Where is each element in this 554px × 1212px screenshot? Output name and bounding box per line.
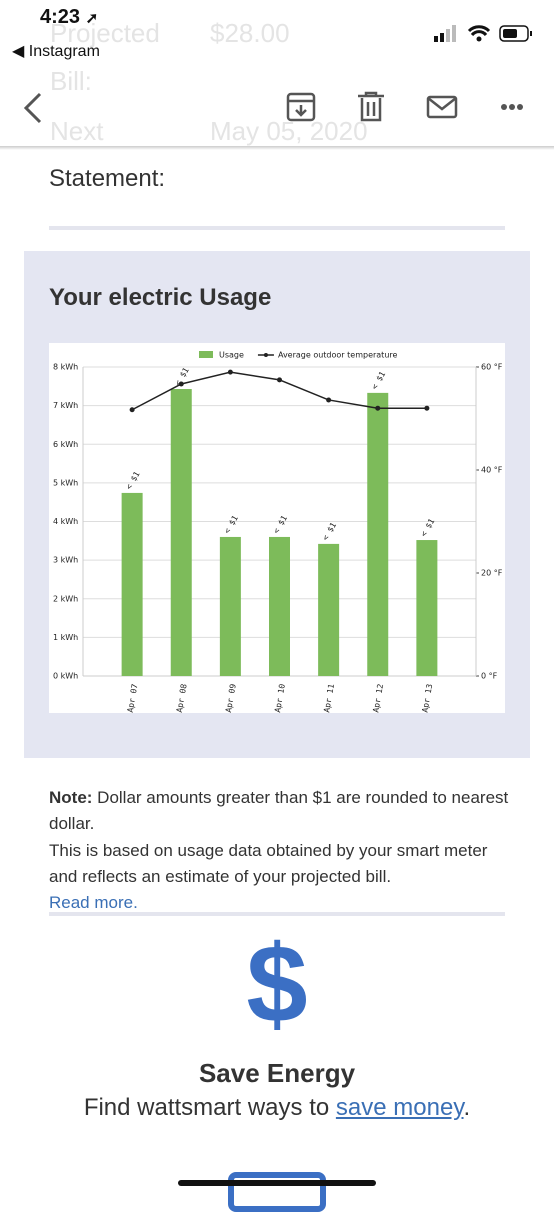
promo-text: Find wattsmart ways to save money. — [0, 1094, 554, 1122]
y-tick-label: 7 kWh — [53, 401, 78, 410]
y2-tick-label: 40 °F — [481, 466, 503, 475]
note-text: This is based on usage data obtained by … — [49, 840, 488, 886]
back-app-text[interactable]: Instagram — [28, 43, 100, 60]
x-tick-label: Apr 09 — [224, 683, 238, 713]
promo-text-part: Find wattsmart ways to — [83, 1094, 336, 1121]
note-text: Dollar amounts greater than $1 are round… — [49, 788, 509, 834]
value-label: < $1 — [321, 521, 339, 542]
back-button[interactable] — [23, 92, 42, 124]
note-label: Note: — [49, 788, 93, 807]
y-tick-label: 2 kWh — [53, 594, 78, 603]
y-tick-label: 1 kWh — [53, 633, 78, 642]
x-tick-label: Apr 12 — [371, 683, 385, 713]
promo-title: Save Energy — [198, 1058, 356, 1088]
value-label: < $1 — [272, 514, 290, 535]
mail-button[interactable] — [426, 95, 458, 119]
status-icons — [434, 25, 532, 42]
usage-card: Your electric Usage 0 kWh 1 kWh 2 kWh 3 kWh… — [24, 251, 530, 758]
partial-icon — [228, 1172, 326, 1212]
y-tick-label: 0 kWh — [53, 672, 78, 681]
note: Note: Dollar amounts greater than $1 are… — [49, 785, 509, 916]
value-label: < $1 — [124, 470, 142, 491]
temperature-point — [424, 405, 430, 411]
trash-button[interactable] — [358, 91, 384, 122]
temperature-point — [178, 381, 184, 387]
bar — [269, 536, 290, 676]
promo-text-part: . — [463, 1094, 471, 1121]
temperature-point — [277, 377, 282, 383]
temperature-point — [375, 405, 381, 411]
home-indicator — [178, 1180, 376, 1186]
back-app[interactable]: ◀ Instagram — [12, 43, 100, 60]
archive-button[interactable] — [286, 92, 316, 122]
time-text: 4:23 — [40, 6, 81, 28]
separator — [49, 226, 505, 230]
x-tick-label: Apr 10 — [273, 683, 287, 713]
temperature-point — [326, 397, 332, 403]
bg-text: Next — [50, 116, 104, 146]
bar — [416, 540, 438, 676]
read-more-link[interactable]: Read more. — [49, 893, 138, 913]
more-button[interactable] — [501, 104, 523, 110]
legend-swatch — [199, 351, 213, 358]
dollar-icon: $ — [246, 923, 308, 1046]
chart: 0 kWh 1 kWh 2 kWh 3 kWh 4 kWh 5 kWh 6 kWh 7 kWh… — [49, 343, 505, 713]
value-label: < $1 — [222, 514, 240, 535]
bar — [318, 543, 340, 676]
legend-label: Average outdoor temperature — [278, 351, 398, 360]
save-money-link[interactable]: save money — [335, 1094, 464, 1121]
y2-tick-label: 0 °F — [481, 672, 498, 681]
x-tick-label: Apr 11 — [322, 683, 336, 713]
bar — [219, 536, 241, 676]
bg-text: Projected — [50, 18, 160, 48]
x-tick-label: Apr 07 — [126, 683, 140, 713]
temperature-point — [227, 369, 233, 375]
bar — [367, 392, 389, 676]
y-tick-label: 4 kWh — [53, 517, 78, 526]
y2-tick-label: 20 °F — [481, 569, 503, 578]
bg-text: $28.00 — [210, 18, 290, 48]
bar — [170, 389, 192, 676]
legend-label: Usage — [219, 351, 244, 360]
card-title: Your electric Usage — [49, 284, 272, 311]
legend-swatch — [263, 353, 268, 357]
statement-label: Statement: — [49, 165, 166, 192]
toolbar — [23, 91, 523, 124]
y2-tick-label: 60 °F — [481, 363, 503, 372]
y-tick-label: 5 kWh — [53, 478, 78, 487]
value-label: < $1 — [370, 370, 388, 391]
header-shadow — [0, 146, 554, 150]
x-tick-label: Apr 13 — [420, 683, 434, 713]
y-tick-label: 6 kWh — [53, 440, 78, 449]
time: 4:23 ➚ — [40, 6, 99, 28]
value-label: < $1 — [419, 517, 437, 538]
bg-text: Bill: — [50, 66, 92, 96]
y-tick-label: 3 kWh — [53, 556, 78, 565]
bg-text: May 05, 2020 — [210, 116, 368, 146]
y-tick-label: 8 kWh — [53, 363, 78, 372]
x-tick-label: Apr 08 — [175, 683, 189, 713]
separator — [49, 912, 505, 916]
temperature-point — [129, 407, 135, 413]
bar — [121, 492, 143, 676]
